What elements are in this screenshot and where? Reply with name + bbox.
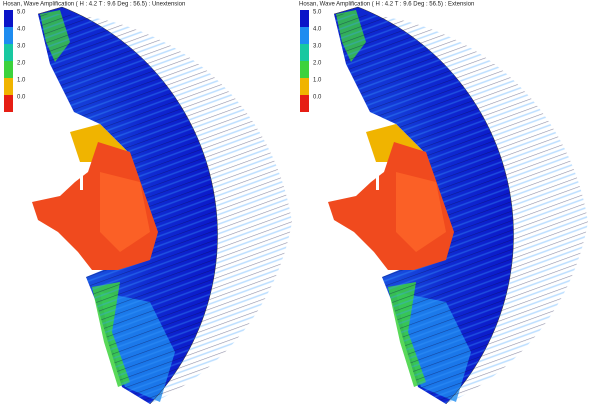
legend-swatch [300,10,309,27]
legend-label: 0.0 [313,95,322,101]
legend-swatch [300,44,309,61]
legend-swatch [4,27,13,44]
legend-label: 3.0 [17,44,26,50]
legend-swatch [4,10,13,27]
legend-label: 0.0 [17,95,26,101]
legend-swatch [4,61,13,78]
wave-map [328,7,588,404]
panel-title: Hosan, Wave Amplification ( H : 4.2 T : … [3,2,185,8]
figure: Hosan, Wave Amplification ( H : 4.2 T : … [0,0,589,406]
legend-label: 2.0 [17,61,26,67]
legend-swatch [4,95,13,112]
legend-swatch [300,61,309,78]
panel-title: Hosan, Wave Amplification ( H : 4.2 T : … [299,2,474,8]
legend-label: 2.0 [313,61,322,67]
legend-label: 4.0 [17,27,26,33]
legend-swatch [4,78,13,95]
wave-map [32,7,292,404]
legend-swatch [300,95,309,112]
legend-label: 1.0 [313,78,322,84]
legend-label: 5.0 [313,10,322,16]
legend-label: 4.0 [313,27,322,33]
legend-label: 5.0 [17,10,26,16]
legend-swatch [300,78,309,95]
legend-swatch [4,44,13,61]
legend-label: 3.0 [313,44,322,50]
legend-label: 1.0 [17,78,26,84]
legend-swatch [300,27,309,44]
